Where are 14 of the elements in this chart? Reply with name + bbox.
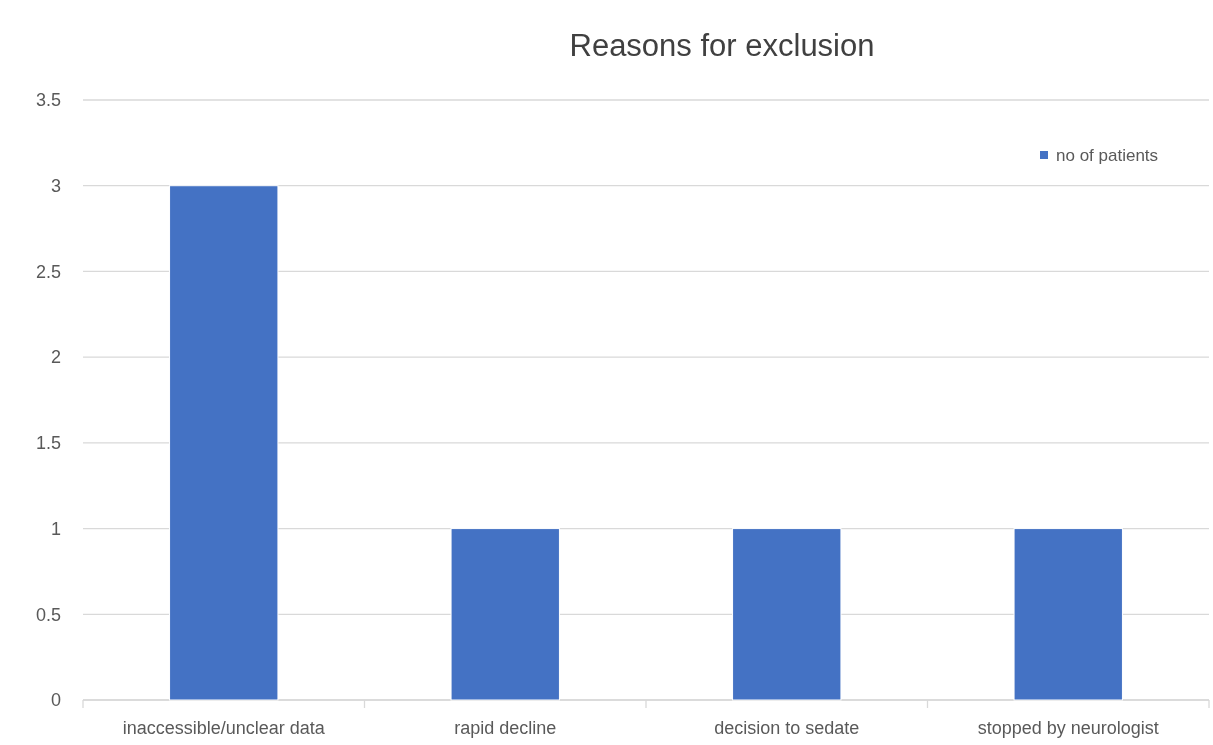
x-tick-label: rapid decline [454, 718, 557, 738]
x-tick-label: decision to sedate [714, 718, 860, 738]
y-tick-label: 0 [50, 690, 61, 711]
y-tick-label: 2 [50, 347, 61, 368]
y-tick-label: 1 [50, 518, 61, 539]
y-tick-label: 1.5 [35, 433, 61, 454]
x-tick-label: stopped by neurologist [977, 718, 1159, 738]
x-tick-label: inaccessible/unclear data [122, 718, 326, 738]
y-tick-label: 3 [50, 176, 61, 197]
y-tick-label: 2.5 [35, 261, 61, 282]
y-tick-label: 3.5 [35, 90, 61, 111]
legend-label: no of patients [1056, 145, 1159, 165]
y-tick-label: 0.5 [35, 604, 61, 625]
chart-title: Reasons for exclusion [569, 27, 875, 63]
